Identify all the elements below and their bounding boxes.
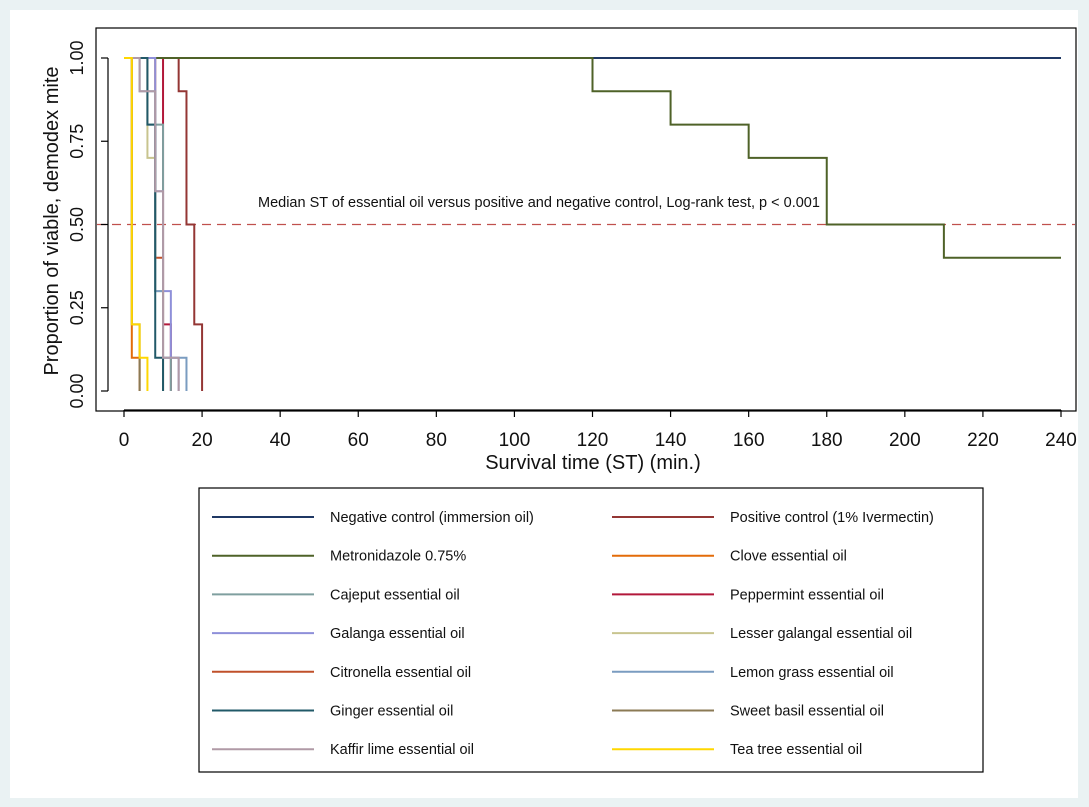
x-axis-label: Survival time (ST) (min.)	[485, 452, 701, 474]
x-tick-label: 240	[1045, 430, 1077, 451]
legend-item: Cajeput essential oil	[212, 587, 460, 603]
series-line-tea-tree-essential-oil	[124, 57, 149, 391]
x-tick-label: 200	[889, 430, 921, 451]
y-axis-label: Proportion of viable, demodex mite	[41, 66, 63, 375]
legend-label: Clove essential oil	[730, 549, 847, 565]
legend-entries: Negative control (immersion oil) Positive…	[212, 510, 934, 758]
legend	[198, 487, 984, 773]
legend-item: Citronella essential oil	[212, 665, 471, 681]
series-line-positive-control-1-ivermectin	[124, 57, 204, 391]
y-tick-label: 0.75	[67, 124, 87, 159]
legend-item: Sweet basil essential oil	[612, 704, 884, 720]
x-tick-label: 100	[499, 430, 531, 451]
legend-label: Peppermint essential oil	[730, 587, 884, 603]
legend-item: Kaffir lime essential oil	[212, 742, 474, 758]
x-tick-label: 160	[733, 430, 765, 451]
legend-item: Peppermint essential oil	[612, 587, 884, 603]
plot-area	[95, 27, 1077, 412]
y-tick-label: 1.00	[67, 40, 87, 75]
legend-label: Metronidazole 0.75%	[330, 549, 466, 565]
legend-label: Lesser galangal essential oil	[730, 626, 912, 642]
legend-item: Clove essential oil	[612, 549, 847, 565]
legend-item: Galanga essential oil	[212, 626, 465, 642]
y-tick-label: 0.50	[67, 207, 87, 242]
x-tick-label: 140	[655, 430, 687, 451]
legend-label: Ginger essential oil	[330, 704, 453, 720]
chart-annotation: Median ST of essential oil versus positi…	[258, 195, 820, 211]
legend-label: Galanga essential oil	[330, 626, 465, 642]
legend-label: Sweet basil essential oil	[730, 704, 884, 720]
y-tick-label: 0.25	[67, 290, 87, 325]
x-tick-label: 220	[967, 430, 999, 451]
x-tick-label: 20	[192, 430, 213, 451]
legend-label: Citronella essential oil	[330, 665, 471, 681]
legend-item: Ginger essential oil	[212, 704, 453, 720]
x-tick-label: 40	[270, 430, 291, 451]
legend-item: Lesser galangal essential oil	[612, 626, 912, 642]
series-layer	[124, 57, 1061, 391]
legend-label: Tea tree essential oil	[730, 742, 862, 758]
legend-label: Cajeput essential oil	[330, 587, 460, 603]
y-tick-label: 0.00	[67, 373, 87, 408]
legend-item: Positive control (1% Ivermectin)	[612, 510, 934, 526]
x-tick-label: 80	[426, 430, 447, 451]
legend-label: Lemon grass essential oil	[730, 665, 894, 681]
legend-item: Metronidazole 0.75%	[212, 549, 466, 565]
legend-item: Lemon grass essential oil	[612, 665, 894, 681]
legend-label: Kaffir lime essential oil	[330, 742, 474, 758]
series-line-kaffir-lime-essential-oil	[124, 57, 180, 391]
legend-label: Negative control (immersion oil)	[330, 510, 534, 526]
series-line-metronidazole-0-75	[124, 57, 1061, 259]
x-tick-label: 180	[811, 430, 843, 451]
legend-item: Negative control (immersion oil)	[212, 510, 534, 526]
legend-label: Positive control (1% Ivermectin)	[730, 510, 934, 526]
x-tick-label: 60	[348, 430, 369, 451]
x-tick-label: 120	[577, 430, 609, 451]
x-tick-label: 0	[119, 430, 130, 451]
legend-item: Tea tree essential oil	[612, 742, 862, 758]
axes-layer: 0.00 0.25 0.50 0.75 1.00 0 20 40 60 80 100 120 140 16…	[67, 40, 1077, 451]
